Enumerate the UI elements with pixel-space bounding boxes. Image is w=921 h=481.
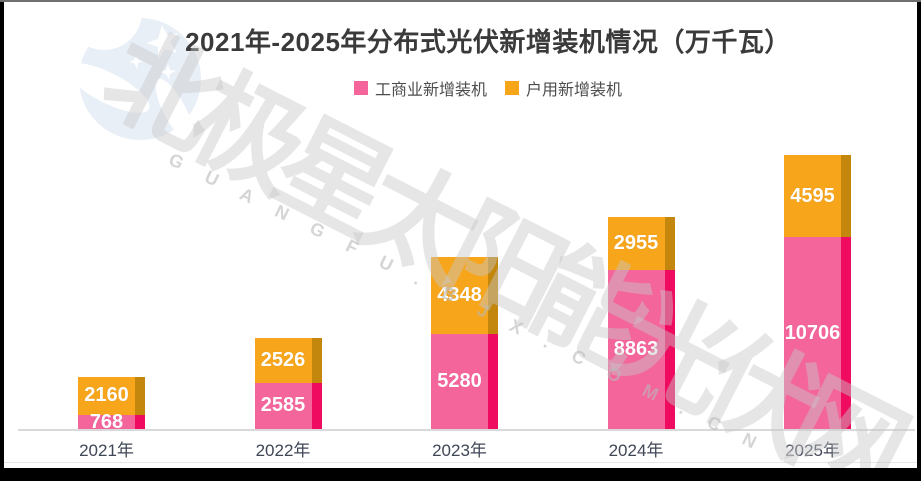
bar-value-label: 8863 [613, 338, 659, 361]
bottom-divider-line [4, 462, 917, 463]
legend-label-residential: 户用新增装机 [526, 82, 623, 99]
legend: 工商业新增装机 户用新增装机 [58, 76, 917, 100]
bar-group: 2526 2585 [254, 337, 322, 429]
bar-value-label: 2526 [260, 348, 306, 371]
x-axis-line [18, 429, 915, 431]
bar-value-label: 2160 [84, 384, 129, 407]
bar-value-label: 5280 [437, 370, 482, 393]
x-axis-label: 2021年 [79, 441, 134, 460]
bar-group: 2160 768 [78, 376, 145, 433]
bar-segment-residential: 2955 [607, 217, 675, 271]
chart-title: 2021年-2025年分布式光伏新增装机情况（万千瓦） [185, 27, 791, 57]
bar-segment-commercial: 5280 [431, 334, 498, 429]
x-axis-label: 2023年 [432, 441, 487, 460]
bar-group: 4348 5280 [431, 256, 498, 429]
bar-segment-residential: 2160 [78, 376, 145, 416]
chart-canvas: 北极星太阳能光伏网 GUANGFU.BJX.COM.CN 2021年-2025年… [4, 2, 917, 468]
bar-segment-commercial: 2585 [254, 382, 322, 429]
legend-item-residential: 户用新增装机 [505, 76, 622, 100]
plot-area: 2160 768 2021年 2526 2585 2022年 4348 5280 2023年 29… [4, 2, 917, 468]
legend-swatch-residential-icon [505, 81, 519, 95]
bar-value-label: 768 [89, 410, 124, 433]
bar-value-label: 2585 [260, 394, 306, 417]
bar-value-label: 10706 [784, 321, 841, 344]
x-axis-label: 2024年 [608, 441, 664, 460]
bar-group: 4595 10706 [784, 155, 851, 429]
bar-group: 2955 8863 [607, 217, 675, 429]
polaris-logo-icon [74, 8, 201, 144]
bar-segment-commercial: 768 [78, 410, 145, 433]
bar-segment-commercial: 8863 [607, 270, 675, 429]
bar-value-label: 4595 [790, 184, 835, 207]
legend-item-commercial: 工商业新增装机 [353, 76, 487, 100]
bar-segment-commercial: 10706 [784, 237, 851, 429]
legend-swatch-commercial-icon [353, 81, 368, 95]
legend-label-commercial: 工商业新增装机 [374, 82, 487, 99]
bar-segment-residential: 4595 [784, 155, 851, 238]
bar-segment-residential: 2526 [254, 337, 322, 383]
x-axis-label: 2025年 [785, 441, 840, 460]
bar-value-label: 2955 [613, 232, 659, 255]
x-axis-label: 2022年 [255, 441, 311, 460]
bar-value-label: 4348 [437, 284, 482, 307]
bar-segment-residential: 4348 [431, 256, 498, 335]
